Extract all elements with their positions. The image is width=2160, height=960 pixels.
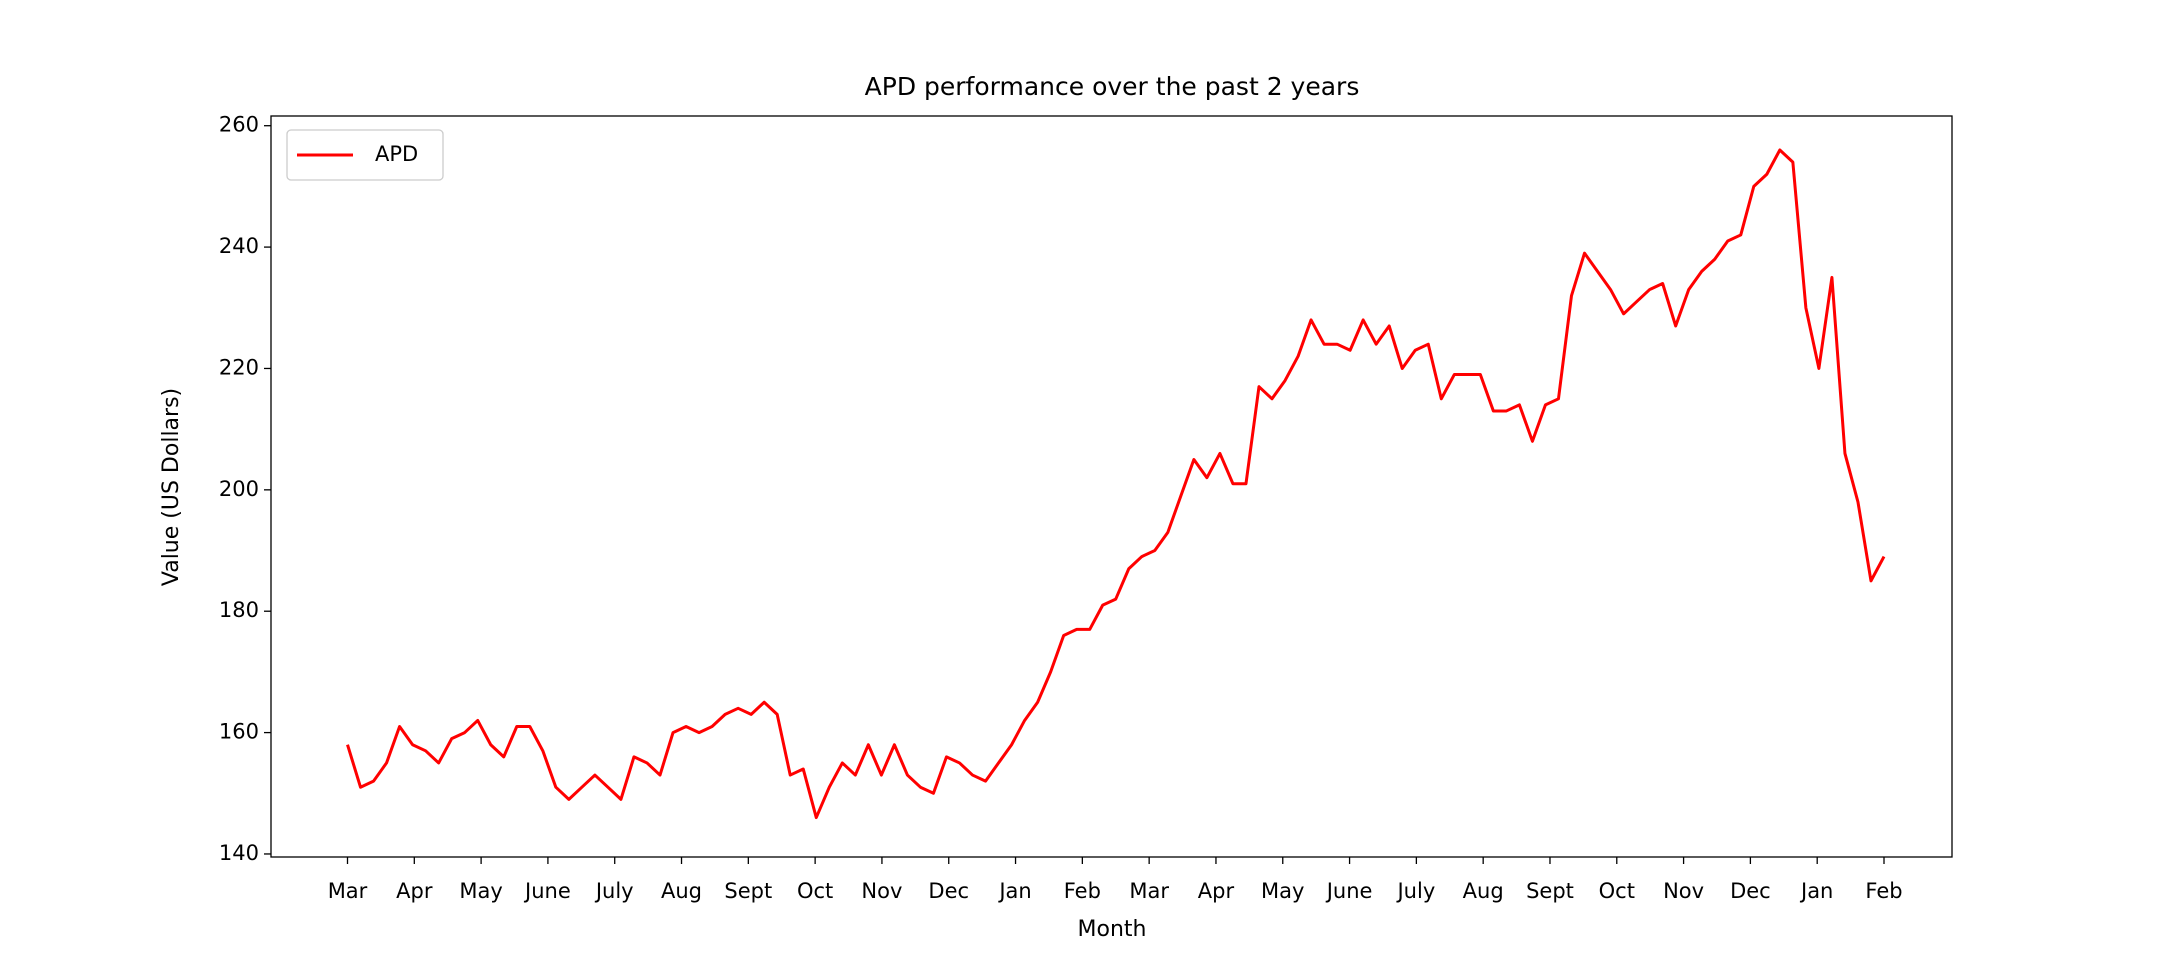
- x-tick-label: Feb: [1064, 879, 1101, 903]
- y-axis-label: Value (US Dollars): [159, 388, 184, 586]
- chart-title: APD performance over the past 2 years: [865, 72, 1360, 101]
- plot-frame: [270, 115, 1953, 858]
- x-tick-label: Jan: [1799, 879, 1833, 903]
- legend-label: APD: [375, 142, 418, 166]
- y-tick-label: 220: [219, 355, 259, 379]
- x-tick-label: May: [459, 879, 502, 903]
- x-tick-label: Jan: [997, 879, 1031, 903]
- y-tick-label: 240: [219, 234, 259, 258]
- y-tick-label: 140: [219, 841, 259, 865]
- x-tick-label: Dec: [928, 879, 969, 903]
- y-tick-label: 260: [219, 113, 259, 137]
- x-tick-label: July: [594, 879, 634, 903]
- x-tick-label: June: [523, 879, 571, 903]
- x-tick-label: Nov: [1663, 879, 1704, 903]
- x-tick-label: Feb: [1865, 879, 1902, 903]
- y-tick-label: 180: [219, 598, 259, 622]
- x-tick-label: Sept: [724, 879, 772, 903]
- y-tick-label: 160: [219, 720, 259, 744]
- x-tick-label: Aug: [661, 879, 702, 903]
- x-tick-label: July: [1395, 879, 1435, 903]
- y-tick-label: 200: [219, 477, 259, 501]
- x-tick-label: Nov: [861, 879, 902, 903]
- x-tick-label: Oct: [1599, 879, 1635, 903]
- x-tick-label: Apr: [1198, 879, 1235, 903]
- x-tick-label: June: [1325, 879, 1373, 903]
- x-tick-label: Sept: [1526, 879, 1574, 903]
- x-tick-label: Aug: [1463, 879, 1504, 903]
- line-series: [346, 148, 1886, 820]
- x-axis-label: Month: [1078, 917, 1147, 942]
- x-tick-label: Dec: [1730, 879, 1771, 903]
- x-tick-label: Apr: [396, 879, 433, 903]
- x-tick-label: Mar: [328, 879, 368, 903]
- legend-box: [286, 129, 444, 181]
- x-tick-label: Oct: [797, 879, 833, 903]
- x-tick-label: Mar: [1129, 879, 1169, 903]
- x-tick-label: May: [1261, 879, 1304, 903]
